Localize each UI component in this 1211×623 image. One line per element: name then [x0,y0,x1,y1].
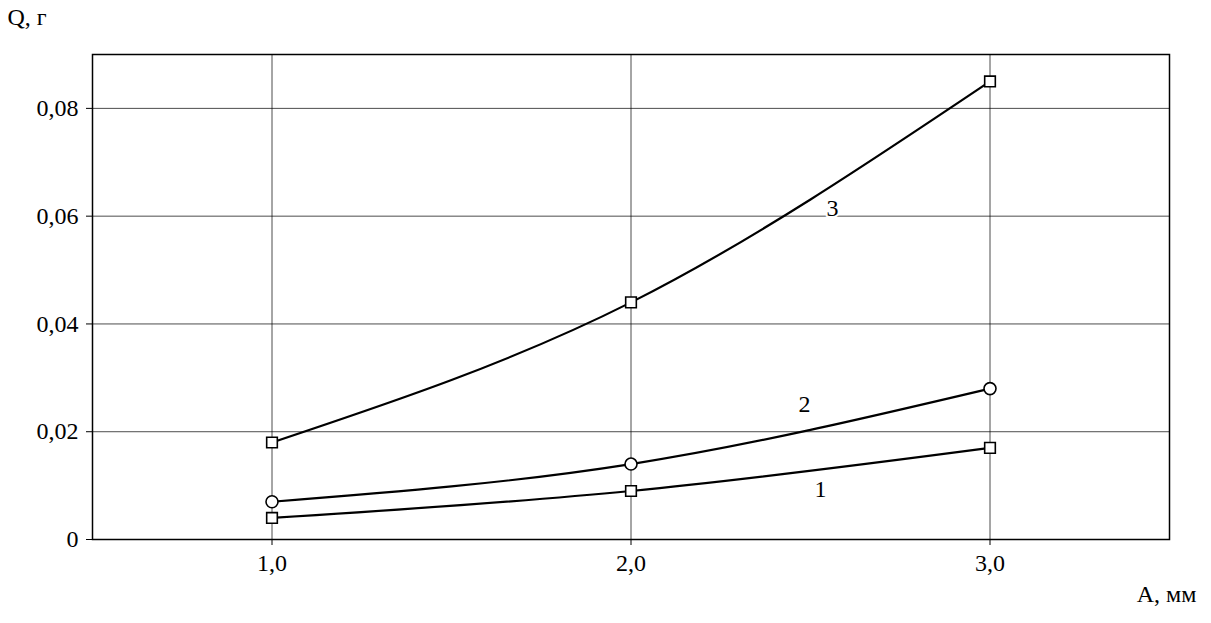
svg-text:1: 1 [815,476,827,502]
svg-text:0,08: 0,08 [37,95,79,121]
svg-text:A, мм: A, мм [1137,581,1197,607]
svg-text:0: 0 [67,526,79,552]
svg-text:1,0: 1,0 [257,550,287,576]
svg-text:0,02: 0,02 [37,418,79,444]
svg-text:0,06: 0,06 [37,203,79,229]
svg-text:2,0: 2,0 [616,550,646,576]
svg-text:0,04: 0,04 [37,311,79,337]
svg-text:3,0: 3,0 [975,550,1005,576]
svg-text:2: 2 [799,391,811,417]
svg-text:3: 3 [827,195,839,221]
svg-text:Q, г: Q, г [8,4,47,30]
